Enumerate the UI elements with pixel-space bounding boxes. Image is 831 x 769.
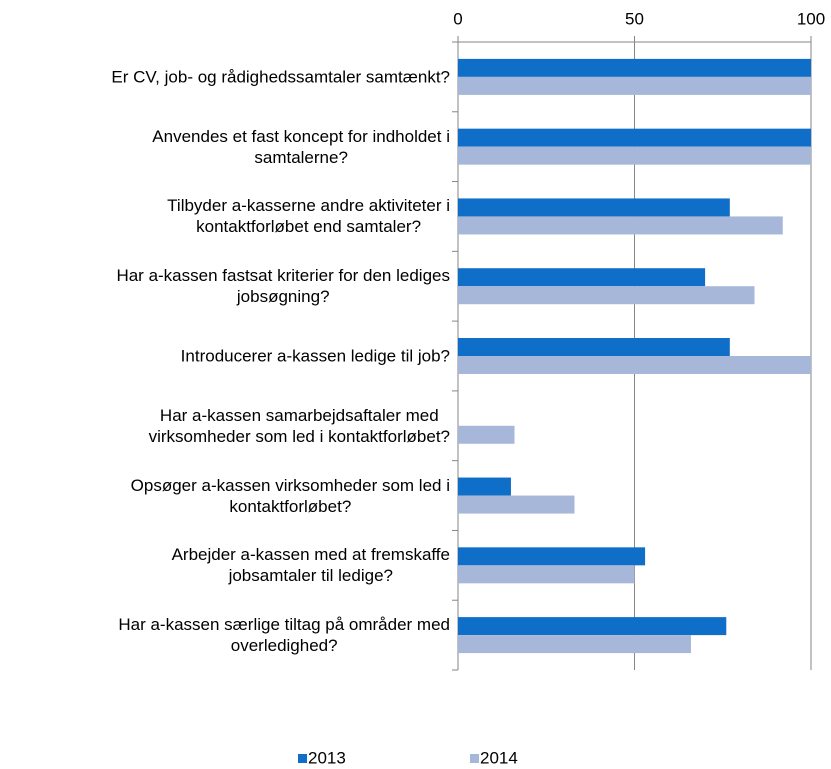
- y-tick-label: Tilbyder a-kasserne andre aktiviteter i …: [167, 196, 450, 237]
- y-tick-label: Introducerer a-kassen ledige til job?: [180, 346, 450, 366]
- legend-label: 2014: [480, 748, 518, 767]
- bar: [458, 356, 811, 374]
- x-tick-label: 100: [797, 9, 825, 28]
- bar: [458, 268, 706, 287]
- y-tick-label: Er CV, job- og rådighedssamtaler samtænk…: [111, 67, 450, 87]
- legend-swatch: [470, 754, 479, 763]
- y-tick-label: Opsøger a-kassen virksomheder som led i …: [130, 475, 450, 516]
- y-tick-label: Anvendes et fast koncept for indholdet i…: [152, 126, 450, 167]
- bar: [458, 58, 811, 77]
- x-tick-label: 50: [625, 9, 644, 28]
- bar: [458, 286, 755, 305]
- legend-label: 2013: [308, 748, 346, 767]
- bar: [458, 76, 811, 95]
- y-tick-label: Arbejder a-kassen med at fremskaffe jobs…: [171, 545, 450, 586]
- y-tick-label: Har a-kassen samarbejdsaftaler med virks…: [148, 405, 450, 446]
- bar: [458, 146, 811, 165]
- bar: [458, 635, 691, 654]
- bar: [458, 495, 575, 514]
- bar: [458, 547, 646, 566]
- bar: [458, 617, 727, 636]
- bar: [458, 338, 730, 356]
- bar: [458, 565, 635, 584]
- bar: [458, 198, 730, 217]
- bar: [458, 425, 515, 444]
- y-tick-label: Har a-kassen særlige tiltag på områder m…: [118, 615, 450, 656]
- y-tick-label: Har a-kassen fastsat kriterier for den l…: [116, 266, 450, 307]
- x-tick-label: 0: [453, 9, 462, 28]
- bar: [458, 216, 783, 235]
- legend-swatch: [298, 754, 307, 763]
- bar: [458, 128, 811, 147]
- bar: [458, 477, 511, 496]
